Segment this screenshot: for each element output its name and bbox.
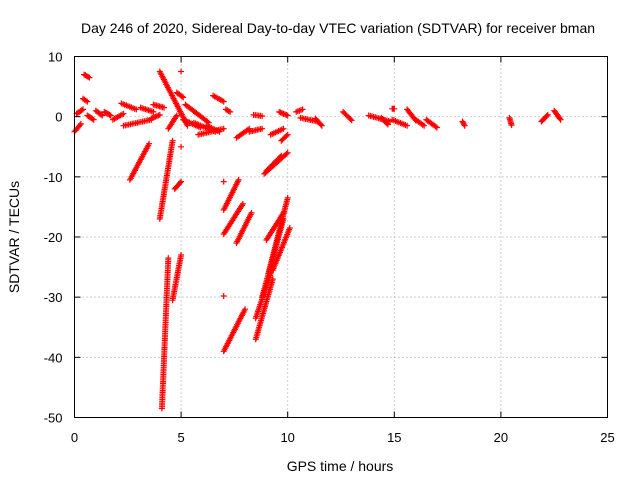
data-point-group: [158, 255, 172, 412]
x-axis-label: GPS time / hours: [287, 458, 394, 474]
data-point-group: [80, 95, 91, 105]
data-point-group: [250, 111, 266, 120]
data-point-group: [84, 112, 97, 123]
data-point-group: [178, 68, 185, 75]
y-tick-label: 10: [48, 50, 62, 65]
data-point-group: [278, 131, 291, 144]
data-point-group: [118, 100, 140, 113]
data-point-group: [156, 137, 176, 222]
y-axis-label: SDTVAR / TECUs: [6, 181, 22, 293]
x-tick-label: 5: [177, 430, 184, 445]
data-point-group: [171, 178, 185, 192]
data-point-group: [81, 71, 93, 81]
data-point-group: [551, 107, 564, 123]
data-point-group: [120, 116, 155, 129]
data-point-group: [126, 140, 153, 183]
data-point-group: [259, 215, 287, 301]
data-point-group: [92, 107, 106, 119]
y-tick-label: -20: [44, 230, 63, 245]
data-point-group: [178, 143, 185, 150]
data-point-group: [150, 101, 167, 111]
y-tick-label: -40: [44, 350, 63, 365]
data-point-group: [252, 276, 276, 343]
data-point-group: [389, 116, 411, 129]
data-point-group: [389, 105, 398, 112]
y-tick-label: 0: [55, 110, 62, 125]
data-point-group: [109, 110, 127, 123]
data-point-group: [210, 92, 227, 105]
axis-ticks: [74, 56, 608, 418]
data-point-group: [233, 209, 255, 246]
data-point-group: [267, 125, 287, 138]
data-point-group: [340, 108, 355, 124]
data-point-group: [246, 125, 266, 135]
data-point-group: [378, 114, 391, 128]
x-tick-label: 15: [387, 430, 401, 445]
x-tick-label: 10: [280, 430, 294, 445]
data-point-group: [220, 200, 246, 237]
grid: [74, 56, 608, 418]
data-point-group: [220, 176, 242, 213]
y-tick-label: -30: [44, 290, 63, 305]
data-point-group: [137, 104, 157, 115]
data-point-group: [269, 225, 293, 274]
data-point-group: [312, 115, 325, 129]
data-point-group: [276, 108, 291, 119]
data-point-group: [423, 116, 440, 131]
data-point-group: [220, 293, 227, 299]
data-point-group: [203, 122, 223, 135]
data-point-group: [148, 111, 163, 122]
data-point-group: [73, 106, 86, 117]
data-point-group: [182, 101, 212, 126]
x-tick-label: 20: [494, 430, 508, 445]
axis-tick-labels: 0 5 10 15 20 25 -50 -40 -30 -20 -10 0 10: [44, 50, 615, 446]
chart-title: Day 246 of 2020, Sidereal Day-to-day VTE…: [81, 20, 595, 36]
data-series: [71, 68, 564, 412]
data-point-group: [293, 106, 306, 115]
x-tick-label: 25: [600, 430, 614, 445]
data-point-group: [222, 106, 234, 115]
data-point-group: [220, 178, 227, 185]
data-point-group: [459, 118, 468, 129]
data-point-group: [220, 306, 249, 355]
data-point-group: [173, 89, 187, 101]
data-point-group: [101, 108, 114, 119]
y-tick-label: -10: [44, 170, 63, 185]
data-point-group: [165, 112, 180, 132]
data-point-group: [506, 114, 515, 129]
plot-frame: [74, 56, 608, 418]
x-tick-label: 0: [71, 430, 78, 445]
y-tick-label: -50: [44, 411, 63, 426]
data-point-group: [261, 149, 291, 177]
data-point-group: [538, 111, 551, 125]
data-point-group: [169, 252, 185, 304]
data-point-group: [71, 120, 84, 135]
data-point-group: [233, 125, 253, 141]
data-point-group: [412, 116, 428, 129]
